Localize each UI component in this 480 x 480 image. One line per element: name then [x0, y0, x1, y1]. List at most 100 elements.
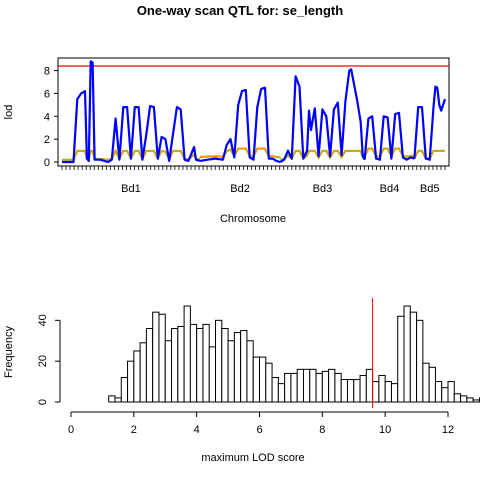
- lod-curve-orange-Bd3: [280, 150, 366, 161]
- histogram-bar: [466, 397, 474, 403]
- histogram-bar: [284, 372, 292, 403]
- histogram-bar: [189, 323, 198, 403]
- histogram-bar: [215, 319, 223, 403]
- histogram-bar: [196, 328, 204, 403]
- histogram-bar: [227, 340, 235, 403]
- histogram-bar: [233, 332, 242, 403]
- lod-y-tick-label: 2: [44, 134, 50, 146]
- histogram-x-tick-label: 6: [256, 424, 262, 436]
- histogram-bar: [434, 381, 443, 403]
- histogram-x-axis: 0 2 4 6 8 10 12: [68, 411, 454, 436]
- histogram-y-tick-label: 0: [37, 399, 49, 405]
- histogram-bar: [290, 372, 298, 403]
- chromosome-label: Bd1: [121, 183, 141, 195]
- histogram-bar: [277, 383, 286, 403]
- histogram-bar: [177, 325, 185, 403]
- lod-y-axis-label: lod: [3, 105, 15, 120]
- histogram-bar: [409, 311, 418, 403]
- histogram-bar: [472, 399, 480, 403]
- histogram-bar: [460, 395, 468, 403]
- histogram-bar: [378, 374, 386, 403]
- histogram-bar: [340, 379, 348, 403]
- histogram-bar: [171, 328, 179, 403]
- histogram-bar: [353, 379, 361, 403]
- histogram-bar: [221, 328, 229, 403]
- histogram-y-axis: 0 20 40: [37, 314, 61, 405]
- histogram-bar: [259, 356, 267, 403]
- plot-title: One-way scan QTL for: se_length: [137, 3, 343, 18]
- histogram-x-tick-label: 8: [319, 424, 325, 436]
- lod-curve-orange-Bd5: [413, 150, 445, 160]
- histogram-bar: [441, 387, 449, 403]
- histogram-x-axis-label: maximum LOD score: [201, 452, 304, 464]
- histogram-bar: [384, 381, 392, 403]
- lod-curve-Bd2: [199, 86, 281, 164]
- histogram-bar: [428, 366, 436, 403]
- histogram-bar: [164, 340, 173, 403]
- chromosome-label: Bd4: [380, 183, 400, 195]
- histogram-bar: [334, 372, 342, 403]
- histogram-bar: [240, 330, 248, 403]
- histogram-bar: [139, 342, 147, 403]
- histogram-bar: [328, 368, 336, 403]
- histogram-bar: [309, 368, 317, 403]
- lod-curve-orange-Bd4: [363, 147, 415, 158]
- chromosome-label: Bd2: [230, 183, 250, 195]
- histogram-bar: [453, 393, 462, 403]
- marker-ticks: [61, 166, 446, 170]
- histogram-bar: [108, 395, 116, 403]
- histogram-bar: [120, 377, 129, 403]
- lod-y-tick-label: 0: [44, 157, 50, 169]
- lod-y-tick-label: 6: [44, 88, 50, 100]
- lod-curve-Bd5: [413, 85, 447, 161]
- histogram-bar: [422, 362, 430, 403]
- lod-curve-Bd4: [363, 111, 415, 161]
- histogram-bar: [372, 381, 380, 403]
- histogram-bar: [152, 311, 160, 403]
- chromosome-label: Bd5: [420, 183, 440, 195]
- histogram-bar: [390, 383, 399, 403]
- histogram-y-axis-label: Frequency: [3, 326, 15, 378]
- histogram-bar: [315, 372, 323, 403]
- histogram-x-tick-label: 4: [194, 424, 200, 436]
- histogram-x-tick-label: 2: [131, 424, 137, 436]
- histogram-bars: [108, 305, 480, 403]
- lod-curve-Bd3: [279, 68, 366, 163]
- chromosome-labels: Bd1 Bd2 Bd3 Bd4 Bd5: [121, 183, 439, 195]
- histogram-y-tick-label: 20: [37, 355, 49, 367]
- histogram-bar: [133, 350, 141, 403]
- histogram-bar: [302, 368, 311, 403]
- histogram-bar: [114, 397, 122, 403]
- lod-scan-panel: 0 2 4 6 8 Bd1 Bd2 Bd3 Bd4 Bd5 Chromosome lod: [3, 57, 450, 225]
- lod-y-axis: 0 2 4 6 8: [44, 66, 58, 169]
- histogram-x-tick-label: 12: [442, 424, 454, 436]
- lod-y-tick-label: 4: [44, 111, 50, 123]
- histogram-x-tick-label: 10: [379, 424, 391, 436]
- histogram-panel: 0 2 4 6 8 10 12 0 20 40 maximum LOD score Freque…: [3, 298, 480, 464]
- histogram-bar: [365, 368, 374, 403]
- histogram-bar: [296, 368, 304, 403]
- histogram-bar: [397, 315, 405, 403]
- histogram-bar: [208, 346, 217, 403]
- histogram-bar: [145, 328, 154, 403]
- lod-plot-frame: [57, 57, 450, 167]
- histogram-bar: [359, 374, 367, 403]
- lod-y-tick-label: 8: [44, 66, 50, 78]
- histogram-bar: [202, 323, 210, 403]
- lod-curves: [62, 60, 447, 164]
- histogram-bar: [346, 379, 355, 403]
- histogram-x-tick-label: 0: [68, 424, 74, 436]
- histogram-bar: [321, 370, 330, 403]
- chromosome-label: Bd3: [313, 183, 333, 195]
- histogram-bar: [403, 305, 411, 403]
- histogram-bar: [447, 381, 455, 403]
- histogram-bar: [158, 313, 166, 403]
- histogram-bar: [127, 360, 135, 403]
- histogram-bar: [252, 356, 260, 403]
- histogram-bar: [416, 319, 424, 403]
- histogram-bar: [265, 362, 273, 403]
- histogram-bar: [183, 305, 191, 403]
- lod-x-axis-label: Chromosome: [220, 213, 286, 225]
- histogram-bar: [271, 377, 279, 403]
